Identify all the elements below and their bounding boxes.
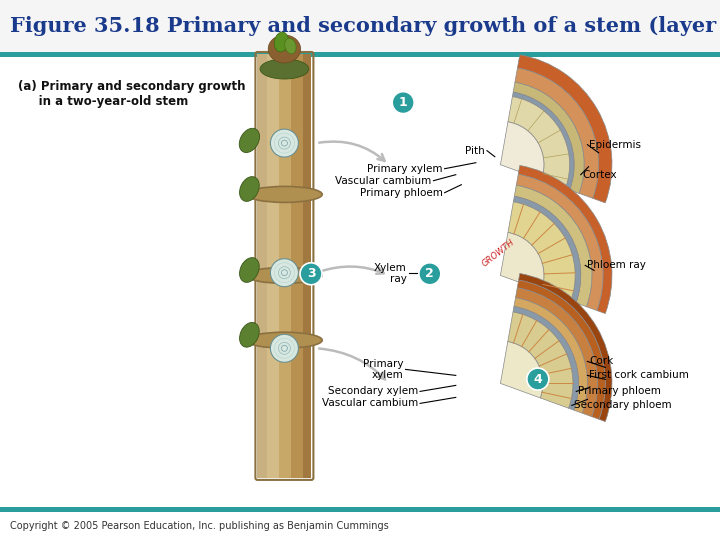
Wedge shape [508,97,570,188]
Ellipse shape [240,258,259,282]
Ellipse shape [246,332,323,348]
Wedge shape [500,233,544,291]
Ellipse shape [284,38,296,54]
Bar [258,54,267,478]
Wedge shape [514,298,588,413]
Text: 2: 2 [426,267,434,280]
Circle shape [300,263,322,285]
Text: Pith: Pith [465,146,485,156]
Circle shape [271,129,298,157]
Wedge shape [518,273,612,422]
Text: 4: 4 [534,373,542,386]
Bar [267,54,279,478]
Text: Primary phloem: Primary phloem [578,387,661,396]
Text: Epidermis: Epidermis [590,140,642,150]
Ellipse shape [246,267,323,284]
Text: Primary phloem: Primary phloem [360,188,443,198]
Wedge shape [500,342,543,398]
Text: Vascular cambium: Vascular cambium [336,176,431,186]
Ellipse shape [274,32,289,52]
Wedge shape [518,165,612,314]
Text: Primary
xylem: Primary xylem [363,359,403,380]
Wedge shape [516,288,598,416]
Text: Cortex: Cortex [582,170,617,180]
Text: (a) Primary and secondary growth
     in a two-year-old stem: (a) Primary and secondary growth in a tw… [18,80,246,108]
Ellipse shape [260,59,309,79]
Text: Figure 35.18 Primary and secondary growth of a stem (layer 2): Figure 35.18 Primary and secondary growt… [10,16,720,36]
Wedge shape [513,92,574,190]
Text: Copyright © 2005 Pearson Education, Inc. publishing as Benjamin Cummings: Copyright © 2005 Pearson Education, Inc.… [10,521,389,531]
Ellipse shape [240,322,259,347]
Text: Xylem
ray: Xylem ray [374,262,407,284]
Wedge shape [517,280,606,419]
Circle shape [527,368,549,390]
Circle shape [271,259,298,287]
Circle shape [271,334,298,362]
Ellipse shape [240,177,259,201]
Wedge shape [508,202,575,301]
Text: GROWTH: GROWTH [480,238,516,269]
Text: Vascular cambium: Vascular cambium [322,399,418,408]
Text: 3: 3 [307,267,315,280]
Text: Phloem ray: Phloem ray [588,260,646,271]
Ellipse shape [269,35,301,63]
Wedge shape [508,312,573,408]
Wedge shape [513,307,578,410]
Text: Cork: Cork [590,356,613,367]
Wedge shape [500,122,544,180]
Bar [291,54,303,478]
Bar [0,0,720,52]
Wedge shape [515,68,598,198]
Wedge shape [518,55,612,203]
Wedge shape [513,82,584,193]
Bar [0,52,720,57]
Wedge shape [514,185,592,307]
Text: Secondary phloem: Secondary phloem [574,400,672,410]
Ellipse shape [239,129,259,152]
Bar [279,54,291,478]
Ellipse shape [246,186,323,202]
Circle shape [392,92,414,113]
Text: Primary xylem: Primary xylem [367,164,443,174]
Text: 1: 1 [399,96,408,109]
Circle shape [419,263,441,285]
Text: First cork cambium: First cork cambium [590,370,689,380]
Text: Secondary xylem: Secondary xylem [328,387,418,396]
Wedge shape [516,174,603,310]
Bar [303,54,312,478]
Bar [0,507,720,512]
Wedge shape [513,196,581,303]
